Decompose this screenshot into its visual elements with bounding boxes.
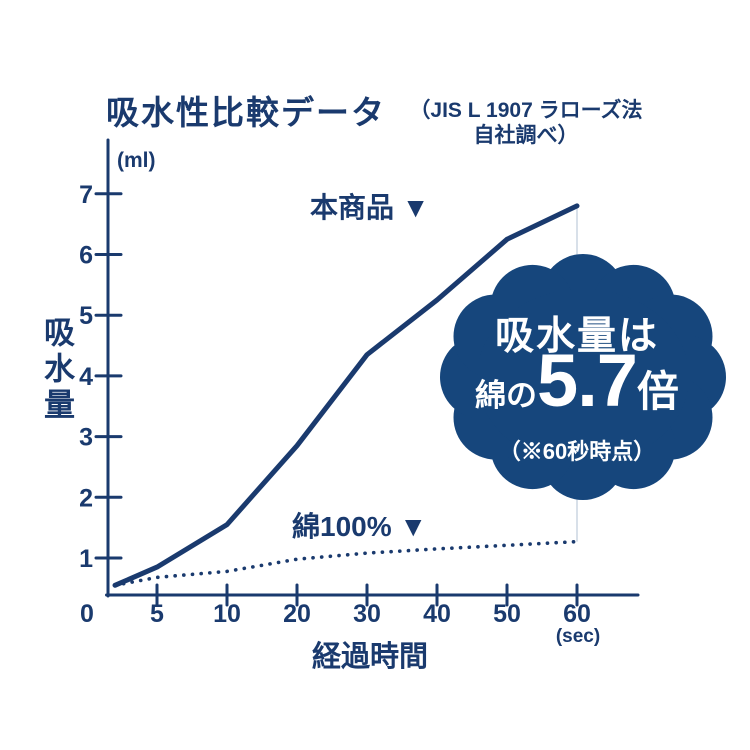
- y-tick-label: 4: [79, 363, 93, 391]
- x-axis-unit: (sec): [555, 626, 601, 647]
- x-tick-label: 60: [563, 600, 591, 628]
- x-tick-label: 50: [493, 600, 521, 628]
- y-tick-label: 6: [79, 242, 93, 270]
- badge-text-line2: 綿の 5.7 倍: [445, 344, 709, 419]
- y-tick-label: 5: [79, 302, 93, 330]
- y-axis-title: 吸水量: [39, 316, 74, 424]
- y-tick-label: 2: [79, 484, 93, 512]
- x-tick-label: 20: [283, 600, 311, 628]
- axes: [94, 138, 640, 607]
- series-label-product: 本商品 ▼: [310, 192, 430, 223]
- y-tick-label: 3: [79, 424, 93, 452]
- x-tick-label: 10: [213, 600, 241, 628]
- y-tick-label: 1: [79, 545, 93, 573]
- series-label-cotton: 綿100% ▼: [292, 511, 428, 542]
- line-product: [112, 203, 580, 588]
- data-series: [112, 203, 580, 588]
- x-tick-label: 0: [80, 600, 94, 628]
- badge-ratio-value: 5.7: [537, 339, 638, 422]
- chart-title: 吸水性比較データ: [106, 94, 386, 131]
- y-tick-label: 7: [79, 181, 93, 209]
- subtitle-line-1: （JIS L 1907 ラローズ法: [409, 99, 643, 122]
- x-axis-title: 経過時間: [311, 641, 428, 673]
- chart-subtitle: （JIS L 1907 ラローズ法 自社調べ）: [394, 99, 658, 149]
- badge-ratio-prefix: 綿の: [475, 378, 538, 413]
- badge-core: [477, 289, 689, 465]
- badge-ratio-suffix: 倍: [636, 368, 679, 415]
- x-tick-label: 40: [423, 600, 451, 628]
- y-axis-unit: (ml): [117, 149, 156, 172]
- tick-labels: 0 5 10 20 30 40 50 60 1 2 3 4 5 6 7: [79, 181, 591, 628]
- badge-text-line1: 吸水量は: [494, 315, 659, 358]
- x-tick-label: 30: [353, 600, 381, 628]
- badge-text-line3: （※60秒時点）: [498, 439, 656, 464]
- subtitle-line-2: 自社調べ）: [473, 123, 579, 147]
- line-cotton: [113, 539, 579, 588]
- scalloped-badge-shape: [440, 254, 726, 500]
- x-tick-label: 5: [150, 600, 164, 628]
